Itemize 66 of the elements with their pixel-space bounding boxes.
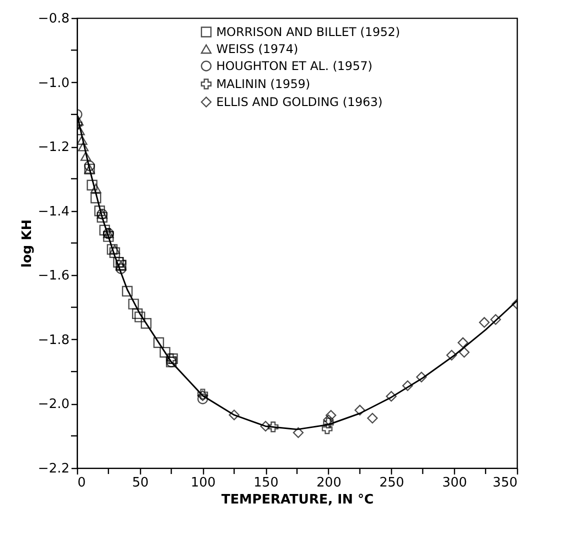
x-tick-label: 0 xyxy=(78,476,86,490)
point xyxy=(116,256,126,268)
point xyxy=(134,312,146,322)
point xyxy=(103,231,114,242)
legend-label: MORRISON AND BILLET (1952) xyxy=(216,25,400,39)
point xyxy=(490,314,501,325)
point xyxy=(78,142,89,152)
point xyxy=(416,372,427,382)
point xyxy=(99,224,110,236)
y-tick-label: −2.0 xyxy=(38,397,70,412)
point xyxy=(96,212,108,223)
point xyxy=(109,244,120,254)
point xyxy=(323,418,334,428)
y-tick-label: −1.6 xyxy=(38,268,70,284)
point xyxy=(322,423,333,434)
point xyxy=(90,184,102,194)
point xyxy=(80,152,92,161)
legend-label: ELLIS AND GOLDING (1963) xyxy=(216,95,383,109)
y-axis-title: log KH xyxy=(20,219,35,268)
x-tick-label: 50 xyxy=(132,476,149,490)
legend-label: HOUGHTON ET AL. (1957) xyxy=(216,59,372,73)
x-tick-label: 100 xyxy=(190,476,216,490)
x-tick-label: 300 xyxy=(442,476,468,490)
point xyxy=(292,427,304,438)
point xyxy=(458,337,468,348)
point xyxy=(478,317,490,328)
point xyxy=(268,422,278,432)
point xyxy=(128,298,139,310)
y-tick-label: −1.8 xyxy=(38,332,70,348)
point xyxy=(458,346,470,358)
x-tick-label: 150 xyxy=(254,476,278,490)
x-axis-title: TEMPERATURE, IN °C xyxy=(221,492,374,508)
x-tick-label: 350 xyxy=(492,476,518,490)
point xyxy=(106,244,118,255)
x-tick-label: 200 xyxy=(316,476,342,490)
y-tick-label: −1.0 xyxy=(38,76,70,91)
x-tick-label: 250 xyxy=(379,476,404,490)
point xyxy=(153,337,164,348)
y-tick-label: −1.4 xyxy=(38,204,70,220)
y-tick-label: −0.8 xyxy=(38,12,70,26)
point xyxy=(94,206,105,216)
point xyxy=(386,390,397,402)
point xyxy=(77,135,88,145)
point xyxy=(132,308,143,320)
point xyxy=(160,346,170,358)
legend-label: WEISS (1974) xyxy=(216,42,298,56)
point xyxy=(323,414,334,426)
point xyxy=(354,404,366,416)
point xyxy=(228,410,240,420)
point xyxy=(122,286,133,297)
y-tick-label: −1.2 xyxy=(38,140,70,156)
point xyxy=(86,180,98,190)
point xyxy=(260,420,271,432)
point xyxy=(197,394,208,404)
point xyxy=(402,380,413,392)
y-tick-label: −2.2 xyxy=(38,462,70,476)
point xyxy=(446,350,457,361)
point xyxy=(84,160,95,172)
legend-label: MALININ (1959) xyxy=(216,77,310,91)
point xyxy=(109,247,120,258)
point xyxy=(113,256,124,268)
point xyxy=(367,412,378,424)
point xyxy=(326,410,336,421)
point xyxy=(90,192,102,204)
point xyxy=(140,318,152,329)
point xyxy=(116,263,126,274)
